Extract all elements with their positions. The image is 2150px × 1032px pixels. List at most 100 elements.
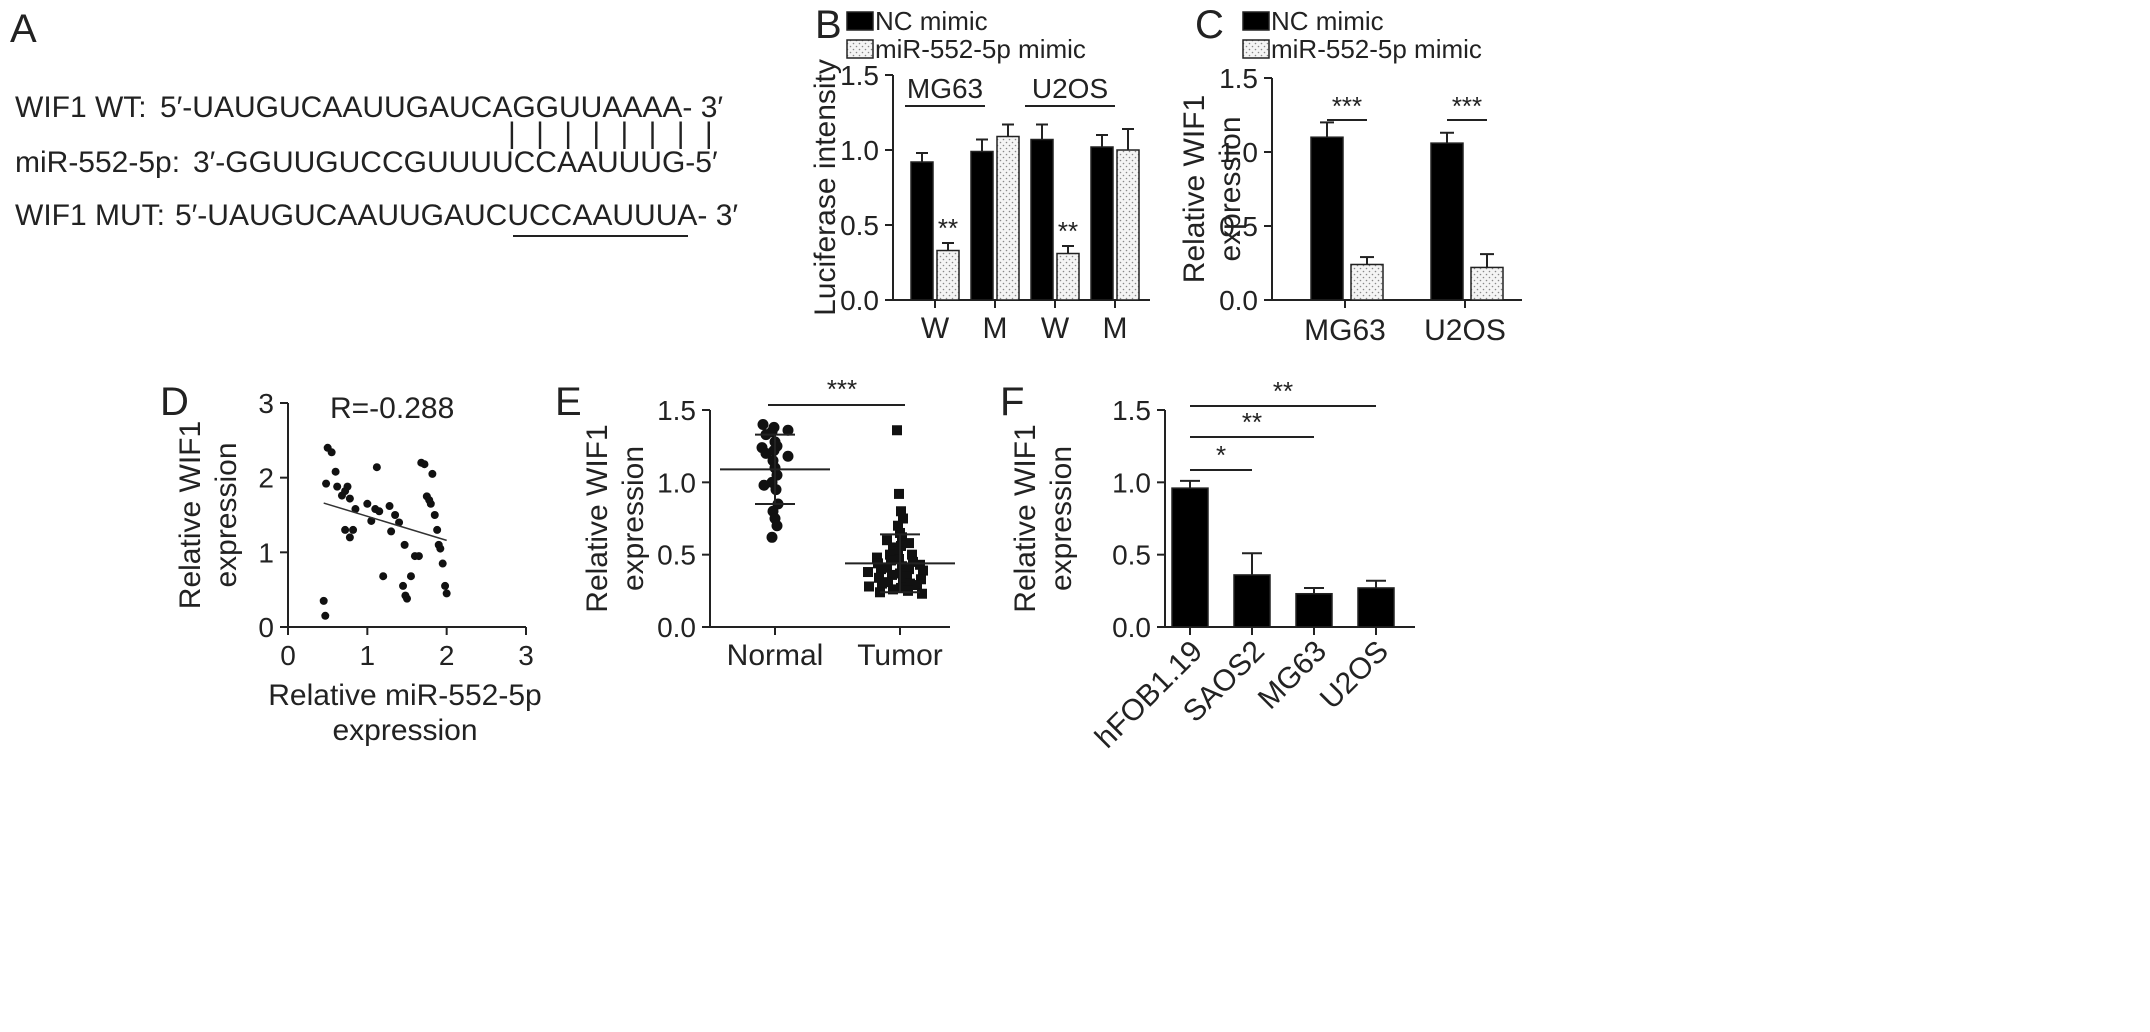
d-y-label-line1: Relative WIF1 — [174, 421, 207, 609]
d-point — [399, 581, 408, 590]
e-point-normal — [757, 418, 769, 430]
e-point-tumor — [903, 585, 913, 596]
d-point — [349, 525, 358, 534]
b-significance: ** — [1058, 216, 1078, 246]
b-legend-swatch-1 — [846, 39, 874, 59]
f-x-tick-label: MG63 — [1252, 635, 1333, 716]
c-bar-mimic — [1470, 266, 1504, 301]
d-point — [420, 460, 429, 469]
e-point-tumor — [912, 580, 922, 591]
d-point — [403, 594, 411, 603]
e-point-tumor — [905, 578, 915, 589]
panel-a: A WIF1 WT: 5′-UAUGUCAAUUGAUCAGGUUAAAA- 3… — [10, 7, 738, 237]
d-point — [379, 572, 388, 581]
d-y-tick-label: 2 — [258, 463, 274, 494]
c-x-tick-label: MG63 — [1304, 314, 1386, 347]
mut-sequence: 5′-UAUGUCAAUUGAUCUCCAAUUUA- 3′ — [175, 199, 738, 232]
c-legend-label-1: miR-552-5p mimic — [1271, 34, 1482, 64]
c-x-tick-label: U2OS — [1424, 314, 1506, 347]
d-x-tick-label: 1 — [360, 640, 376, 671]
e-x-tick-label: Normal — [727, 639, 824, 672]
b-legend-swatch-0 — [846, 11, 874, 31]
e-point-tumor — [897, 561, 907, 572]
wt-sequence: 5′-UAUGUCAAUUGAUCAGGUUAAAA- 3′ — [160, 91, 723, 124]
d-point — [367, 516, 376, 525]
c-significance: *** — [1452, 91, 1482, 121]
f-bar — [1295, 592, 1333, 628]
e-point-tumor — [917, 588, 927, 599]
e-y-label-line1: Relative WIF1 — [581, 424, 614, 612]
f-significance: * — [1216, 440, 1226, 470]
d-point — [331, 467, 340, 476]
c-bar-mimic — [1350, 263, 1384, 301]
e-point-normal — [758, 479, 770, 491]
e-point-tumor — [864, 581, 874, 592]
b-x-tick-label: M — [1103, 312, 1128, 345]
b-bar-mimic — [1056, 252, 1080, 301]
e-x-tick-label: Tumor — [857, 639, 943, 672]
e-point-tumor — [898, 513, 908, 524]
b-bar-mimic — [1116, 149, 1140, 301]
c-y-label-line1: Relative WIF1 — [1178, 95, 1211, 283]
b-bar-nc — [1030, 138, 1054, 301]
d-point — [385, 502, 394, 511]
d-point — [372, 463, 381, 472]
c-significance: *** — [1332, 91, 1362, 121]
panel-letter-e: E — [555, 380, 582, 424]
c-legend-swatch-1 — [1242, 39, 1270, 59]
c-bar-nc — [1430, 142, 1464, 301]
e-point-tumor — [874, 572, 884, 583]
b-bar-mimic — [936, 249, 960, 301]
mut-seq-suffix: A- 3′ — [677, 199, 738, 232]
c-legend-swatch-0 — [1242, 11, 1270, 31]
panel-letter-d: D — [160, 380, 189, 424]
d-x-label-line1: Relative miR-552-5p — [268, 679, 541, 712]
c-y-tick-label: 1.5 — [1219, 63, 1258, 94]
d-point — [343, 482, 352, 491]
d-point — [428, 469, 437, 478]
d-point — [351, 505, 360, 514]
d-x-label-line2: expression — [332, 714, 477, 747]
d-x-tick-label: 0 — [280, 640, 296, 671]
b-x-tick-label: M — [983, 312, 1008, 345]
d-point — [345, 533, 354, 542]
e-point-tumor — [893, 520, 903, 531]
mut-seq-mutated: UCCAAUUU — [507, 199, 677, 232]
e-point-normal — [782, 424, 794, 436]
panel-e: E 0.0 0.5 1.0 1.5 Relative WIF1 expression Nor… — [555, 374, 955, 672]
c-y-tick-label: 0.5 — [1219, 211, 1258, 242]
e-y-tick-label: 1.0 — [657, 467, 696, 498]
d-point — [327, 448, 336, 457]
e-point-tumor — [898, 575, 908, 586]
e-point-tumor — [877, 578, 887, 589]
e-point-tumor — [882, 562, 892, 573]
c-y-tick-label: 0.0 — [1219, 285, 1258, 316]
d-point — [387, 527, 396, 536]
e-y-tick-label: 1.5 — [657, 395, 696, 426]
e-point-normal — [760, 447, 772, 459]
pairing-lines: | | | | | | | | — [508, 117, 719, 150]
e-y-label-line2: expression — [617, 446, 650, 591]
b-y-tick-label: 0.0 — [840, 285, 879, 316]
d-point — [436, 544, 445, 553]
f-bar — [1357, 587, 1395, 628]
d-point — [333, 482, 342, 491]
e-point-tumor — [893, 546, 903, 557]
e-significance: *** — [827, 374, 857, 404]
e-point-tumor — [888, 584, 898, 595]
panel-letter-a: A — [10, 7, 37, 51]
b-y-tick-label: 0.5 — [840, 210, 879, 241]
f-y-tick-label: 1.0 — [1112, 467, 1151, 498]
b-y-tick-label: 1.5 — [840, 60, 879, 91]
b-bar-nc — [970, 150, 994, 301]
d-point — [433, 525, 442, 534]
f-bar — [1171, 487, 1209, 628]
d-point — [322, 479, 331, 488]
panel-letter-f: F — [1000, 380, 1024, 424]
f-bar — [1233, 574, 1271, 628]
panel-c: C 0.0 0.5 1.0 1.5 Relative WIF1 expression NC … — [1178, 3, 1522, 347]
f-significance: ** — [1273, 376, 1293, 406]
f-x-tick-label: U2OS — [1314, 635, 1395, 716]
